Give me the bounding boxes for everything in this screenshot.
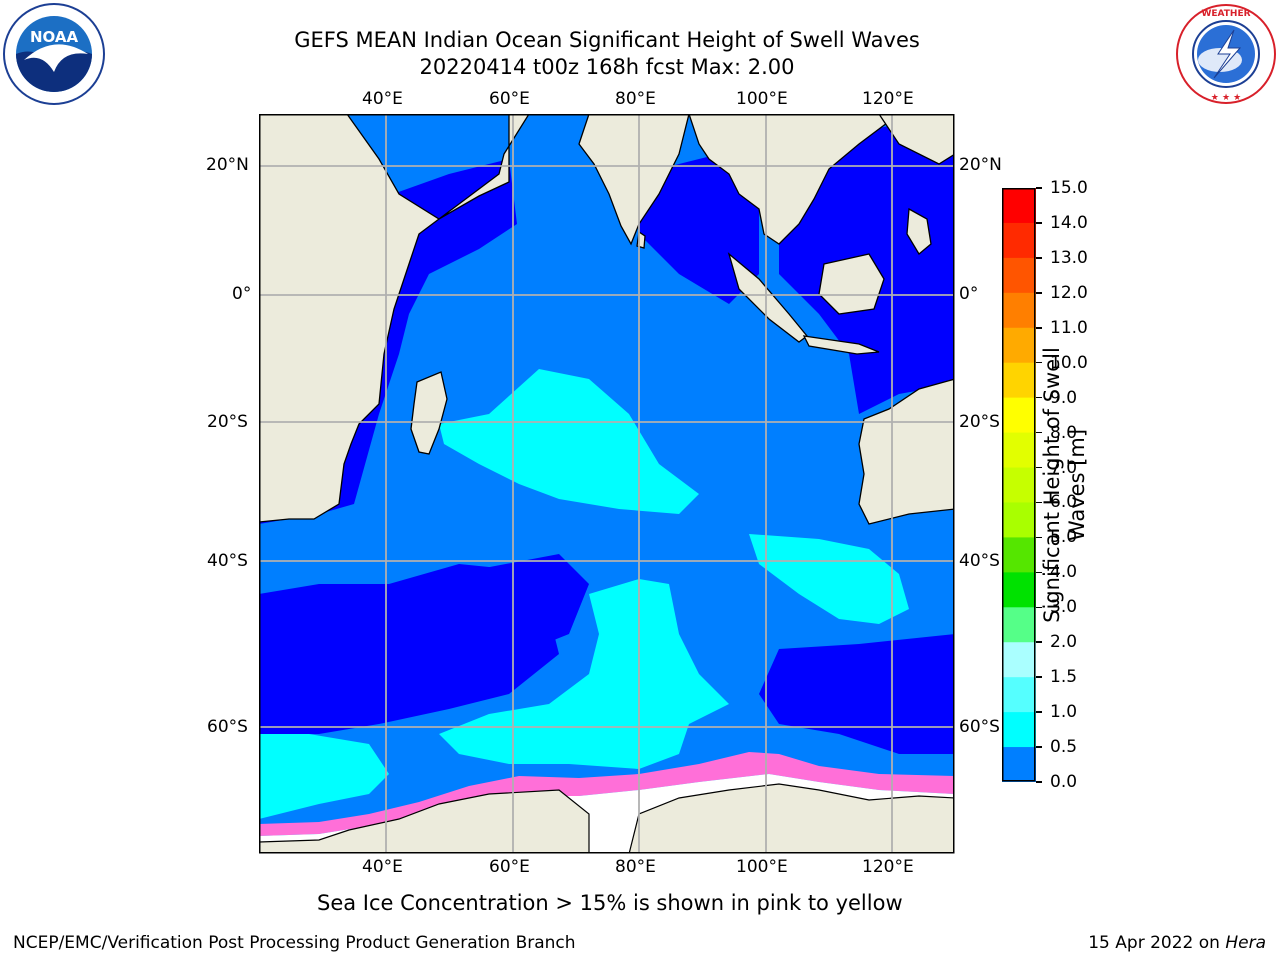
noaa-logo-text: NOAA bbox=[30, 28, 79, 46]
sea-ice-caption: Sea Ice Concentration > 15% is shown in … bbox=[317, 891, 903, 915]
colorbar-cell bbox=[1002, 257, 1036, 294]
lon-label-top-120e: 120°E bbox=[862, 89, 914, 109]
colorbar-cell bbox=[1002, 222, 1036, 259]
colorbar-cell bbox=[1002, 397, 1036, 434]
map-subtitle: 20220414 t00z 168h fcst Max: 2.00 bbox=[419, 55, 795, 79]
colorbar-cell bbox=[1002, 432, 1036, 469]
footer-date: 15 Apr 2022 on Hera bbox=[1088, 933, 1266, 953]
colorbar-cell bbox=[1002, 642, 1036, 678]
colorbar-tick: 5.0 bbox=[1036, 527, 1077, 547]
lon-label-top-60e: 60°E bbox=[489, 89, 530, 109]
colorbar-tick: 6.0 bbox=[1036, 492, 1077, 512]
lon-label-top-80e: 80°E bbox=[615, 89, 656, 109]
map-graticule bbox=[259, 114, 954, 853]
colorbar-cell bbox=[1002, 712, 1036, 748]
colorbar-cell bbox=[1002, 362, 1036, 399]
colorbar-cell bbox=[1002, 502, 1036, 538]
colorbar-cell bbox=[1002, 292, 1036, 329]
swell-band-0-0.5 bbox=[259, 114, 954, 754]
colorbar-cell bbox=[1002, 537, 1036, 573]
lon-label-bottom-40e: 40°E bbox=[362, 857, 403, 877]
lon-label-bottom-120e: 120°E bbox=[862, 857, 914, 877]
lon-label-bottom-100e: 100°E bbox=[736, 857, 788, 877]
footer-branch: NCEP/EMC/Verification Post Processing Pr… bbox=[13, 933, 576, 953]
lon-label-top-100e: 100°E bbox=[736, 89, 788, 109]
colorbar-cell bbox=[1002, 188, 1036, 224]
colorbar-tick: 0.5 bbox=[1036, 737, 1077, 757]
colorbar-tick: 13.0 bbox=[1036, 248, 1088, 268]
colorbar-label: Significant Height of Swell Waves [m] bbox=[1040, 347, 1089, 623]
lat-label-left-20n: 20°N bbox=[206, 155, 249, 175]
svg-text:WEATHER: WEATHER bbox=[1201, 9, 1250, 19]
colorbar-tick: 12.0 bbox=[1036, 283, 1088, 303]
footer-host: Hera bbox=[1225, 933, 1266, 953]
colorbar-tick: 1.5 bbox=[1036, 667, 1077, 687]
colorbar-tick: 1.0 bbox=[1036, 702, 1077, 722]
colorbar-tick: 8.0 bbox=[1036, 423, 1077, 443]
map-title: GEFS MEAN Indian Ocean Significant Heigh… bbox=[294, 28, 920, 52]
lon-label-top-40e: 40°E bbox=[362, 89, 403, 109]
colorbar-tick: 10.0 bbox=[1036, 353, 1088, 373]
lat-label-right-0: 0° bbox=[959, 284, 979, 304]
colorbar-cell bbox=[1002, 607, 1036, 643]
colorbar-tick: 9.0 bbox=[1036, 388, 1077, 408]
colorbar-tick: 15.0 bbox=[1036, 178, 1088, 198]
lat-label-right-60s: 60°S bbox=[959, 717, 1000, 737]
swell-height-map bbox=[259, 114, 955, 854]
colorbar-tick: 7.0 bbox=[1036, 458, 1077, 478]
swell-band-1.0-1.5 bbox=[259, 369, 909, 819]
colorbar-tick: 2.0 bbox=[1036, 632, 1077, 652]
colorbar bbox=[1002, 188, 1036, 782]
colorbar-tick: 4.0 bbox=[1036, 562, 1077, 582]
lat-label-right-20n: 20°N bbox=[959, 155, 1002, 175]
map-frame bbox=[259, 114, 955, 854]
lat-label-right-40s: 40°S bbox=[959, 551, 1000, 571]
land-masses bbox=[259, 114, 954, 525]
lon-label-bottom-80e: 80°E bbox=[615, 857, 656, 877]
colorbar-tick-labels: 15.0 14.0 13.0 12.0 11.0 10.0 9.0 8.0 7.0 6.0 5.0 4… bbox=[1036, 178, 1106, 792]
colorbar-cell bbox=[1002, 467, 1036, 503]
colorbar-cell bbox=[1002, 572, 1036, 608]
footer-date-text: 15 Apr 2022 on bbox=[1088, 933, 1226, 953]
colorbar-tick: 0.0 bbox=[1036, 772, 1077, 792]
colorbar-tick: 11.0 bbox=[1036, 318, 1088, 338]
lat-label-left-60s: 60°S bbox=[207, 717, 248, 737]
lat-label-right-20s: 20°S bbox=[959, 412, 1000, 432]
lon-label-bottom-60e: 60°E bbox=[489, 857, 530, 877]
noaa-logo: NOAA bbox=[3, 3, 105, 105]
colorbar-cell bbox=[1002, 327, 1036, 364]
svg-text:★ ★ ★: ★ ★ ★ bbox=[1211, 93, 1241, 103]
nws-logo: WEATHER ★ ★ ★ bbox=[1176, 4, 1276, 104]
colorbar-cell bbox=[1002, 677, 1036, 713]
sea-ice-band bbox=[259, 752, 954, 836]
lat-label-left-20s: 20°S bbox=[207, 412, 248, 432]
colorbar-tick: 3.0 bbox=[1036, 597, 1077, 617]
lat-label-left-0: 0° bbox=[232, 284, 252, 304]
colorbar-tick: 14.0 bbox=[1036, 213, 1088, 233]
colorbar-cell bbox=[1002, 747, 1036, 782]
lat-label-left-40s: 40°S bbox=[207, 551, 248, 571]
